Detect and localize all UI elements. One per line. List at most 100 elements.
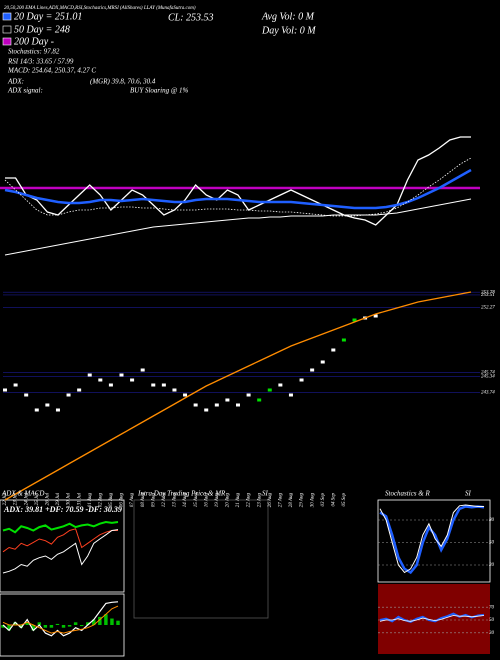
candle	[3, 388, 7, 392]
candle	[34, 408, 39, 412]
x-tick-label: 13 Aug	[173, 493, 178, 508]
panel-label: ADX: 39.81 +DF: 70.59 -DF: 30.39	[3, 505, 122, 514]
y-tick-label: 253.51	[481, 293, 495, 298]
histogram-bar	[67, 625, 72, 627]
macd-label: MACD: 254.64, 250.37, 4.27 C	[7, 67, 96, 75]
x-tick-label: 23 Aug	[257, 493, 262, 508]
candle	[225, 398, 230, 402]
close: CL: 253.53	[168, 12, 214, 23]
histogram-bar	[104, 614, 108, 625]
x-tick-label: 24 Jul	[24, 492, 29, 505]
x-tick-label: 30 Jul	[67, 492, 72, 505]
candle	[352, 318, 357, 322]
y-tick-label: 50	[489, 541, 495, 546]
intraday-panel	[133, 499, 269, 619]
panel-title: ADX & MACD	[1, 490, 44, 498]
x-tick-label: 09 Aug	[151, 493, 156, 508]
histogram-bar	[43, 625, 48, 628]
rsi-label: RSI 14/3: 33.65 / 57.99	[7, 58, 74, 66]
histogram-bar	[61, 625, 66, 628]
candle	[140, 368, 145, 372]
candle	[299, 378, 304, 382]
x-tick-label: 31 Jul	[77, 492, 82, 505]
candle	[214, 403, 219, 407]
y-tick-label: 30	[489, 631, 495, 636]
x-tick-label: 26 Aug	[268, 493, 273, 508]
adx-signal-label: ADX signal:	[7, 87, 43, 95]
histogram-bar	[98, 616, 102, 625]
series-line	[4, 198, 472, 256]
series-line	[4, 157, 472, 217]
x-tick-label: 15 Aug	[194, 493, 199, 508]
candle	[87, 373, 92, 377]
panel-title: Stochastics & R	[385, 490, 430, 498]
x-tick-label: 29 Jul	[56, 492, 61, 505]
histogram-bar	[7, 625, 11, 631]
series-line	[4, 168, 472, 210]
stochastics-label: Stochastics: 97.82	[8, 48, 60, 56]
candle	[13, 383, 18, 387]
series-line	[379, 615, 485, 622]
x-tick-label: 20 Aug	[226, 493, 231, 508]
series-line	[2, 601, 119, 637]
stoch-panel	[377, 499, 491, 583]
candle	[130, 378, 135, 382]
ema50-swatch	[2, 25, 12, 34]
signal: BUY Sloaring @ 1%	[130, 87, 189, 95]
y-tick-label: 70	[489, 605, 495, 610]
x-tick-label: 27 Aug	[279, 493, 284, 508]
panel-title: Intra Day Trading Price & MR	[137, 490, 226, 498]
candle	[183, 393, 188, 397]
candle	[55, 408, 60, 412]
x-tick-label: 16 Aug	[204, 493, 209, 508]
x-tick-label: 01 Aug	[88, 493, 93, 508]
candle	[373, 314, 378, 318]
x-tick-label: 22 Jul	[3, 492, 8, 505]
x-tick-label: 22 Aug	[247, 493, 252, 508]
series-line	[2, 605, 119, 634]
x-tick-label: 07 Aug	[130, 493, 135, 508]
candle	[24, 393, 29, 397]
x-tick-label: 05 Aug	[109, 493, 114, 508]
series-line	[379, 612, 485, 623]
x-tick-label: 02 Aug	[98, 493, 103, 508]
histogram-bar	[86, 622, 90, 625]
candle	[236, 403, 240, 407]
y-tick-label: 80	[489, 518, 495, 523]
candle	[204, 408, 209, 412]
candle	[161, 383, 166, 387]
y-tick-label: 20	[489, 563, 495, 568]
histogram-bar	[92, 619, 96, 625]
ema20-label: 20 Day = 251.01	[14, 11, 82, 22]
macd-panel	[0, 593, 125, 657]
histogram-bar	[25, 622, 29, 625]
ema200-label: 200 Day -	[14, 36, 54, 47]
x-tick-label: 08 Aug	[141, 493, 146, 508]
x-tick-label: 03 Sep	[321, 493, 326, 507]
histogram-bar	[110, 618, 114, 625]
histogram-bar	[116, 620, 120, 625]
series-line	[5, 136, 471, 226]
series-line	[4, 291, 472, 501]
histogram-bar	[19, 625, 23, 628]
ema20-swatch	[2, 12, 12, 21]
x-tick-label: 25 Jul	[35, 492, 40, 505]
histogram-bar	[73, 622, 78, 625]
histogram-bar	[55, 623, 60, 625]
candle	[193, 403, 198, 407]
adx-values: (MGR) 39.8, 70.6, 30.4	[90, 78, 156, 86]
series-line	[2, 528, 118, 553]
x-tick-label: 21 Aug	[236, 493, 241, 508]
x-tick-label: 19 Aug	[215, 493, 220, 508]
histogram-bar	[49, 625, 54, 628]
candle	[267, 388, 272, 392]
y-tick-label: 245.34	[481, 375, 495, 380]
candle	[288, 393, 293, 397]
panel-title: SI	[262, 490, 269, 498]
ema50-label: 50 Day = 248	[14, 24, 70, 35]
candle	[278, 383, 283, 387]
y-tick-label: 245.74	[481, 371, 495, 376]
y-tick-label: 252.27	[481, 305, 495, 310]
candle	[257, 398, 262, 402]
